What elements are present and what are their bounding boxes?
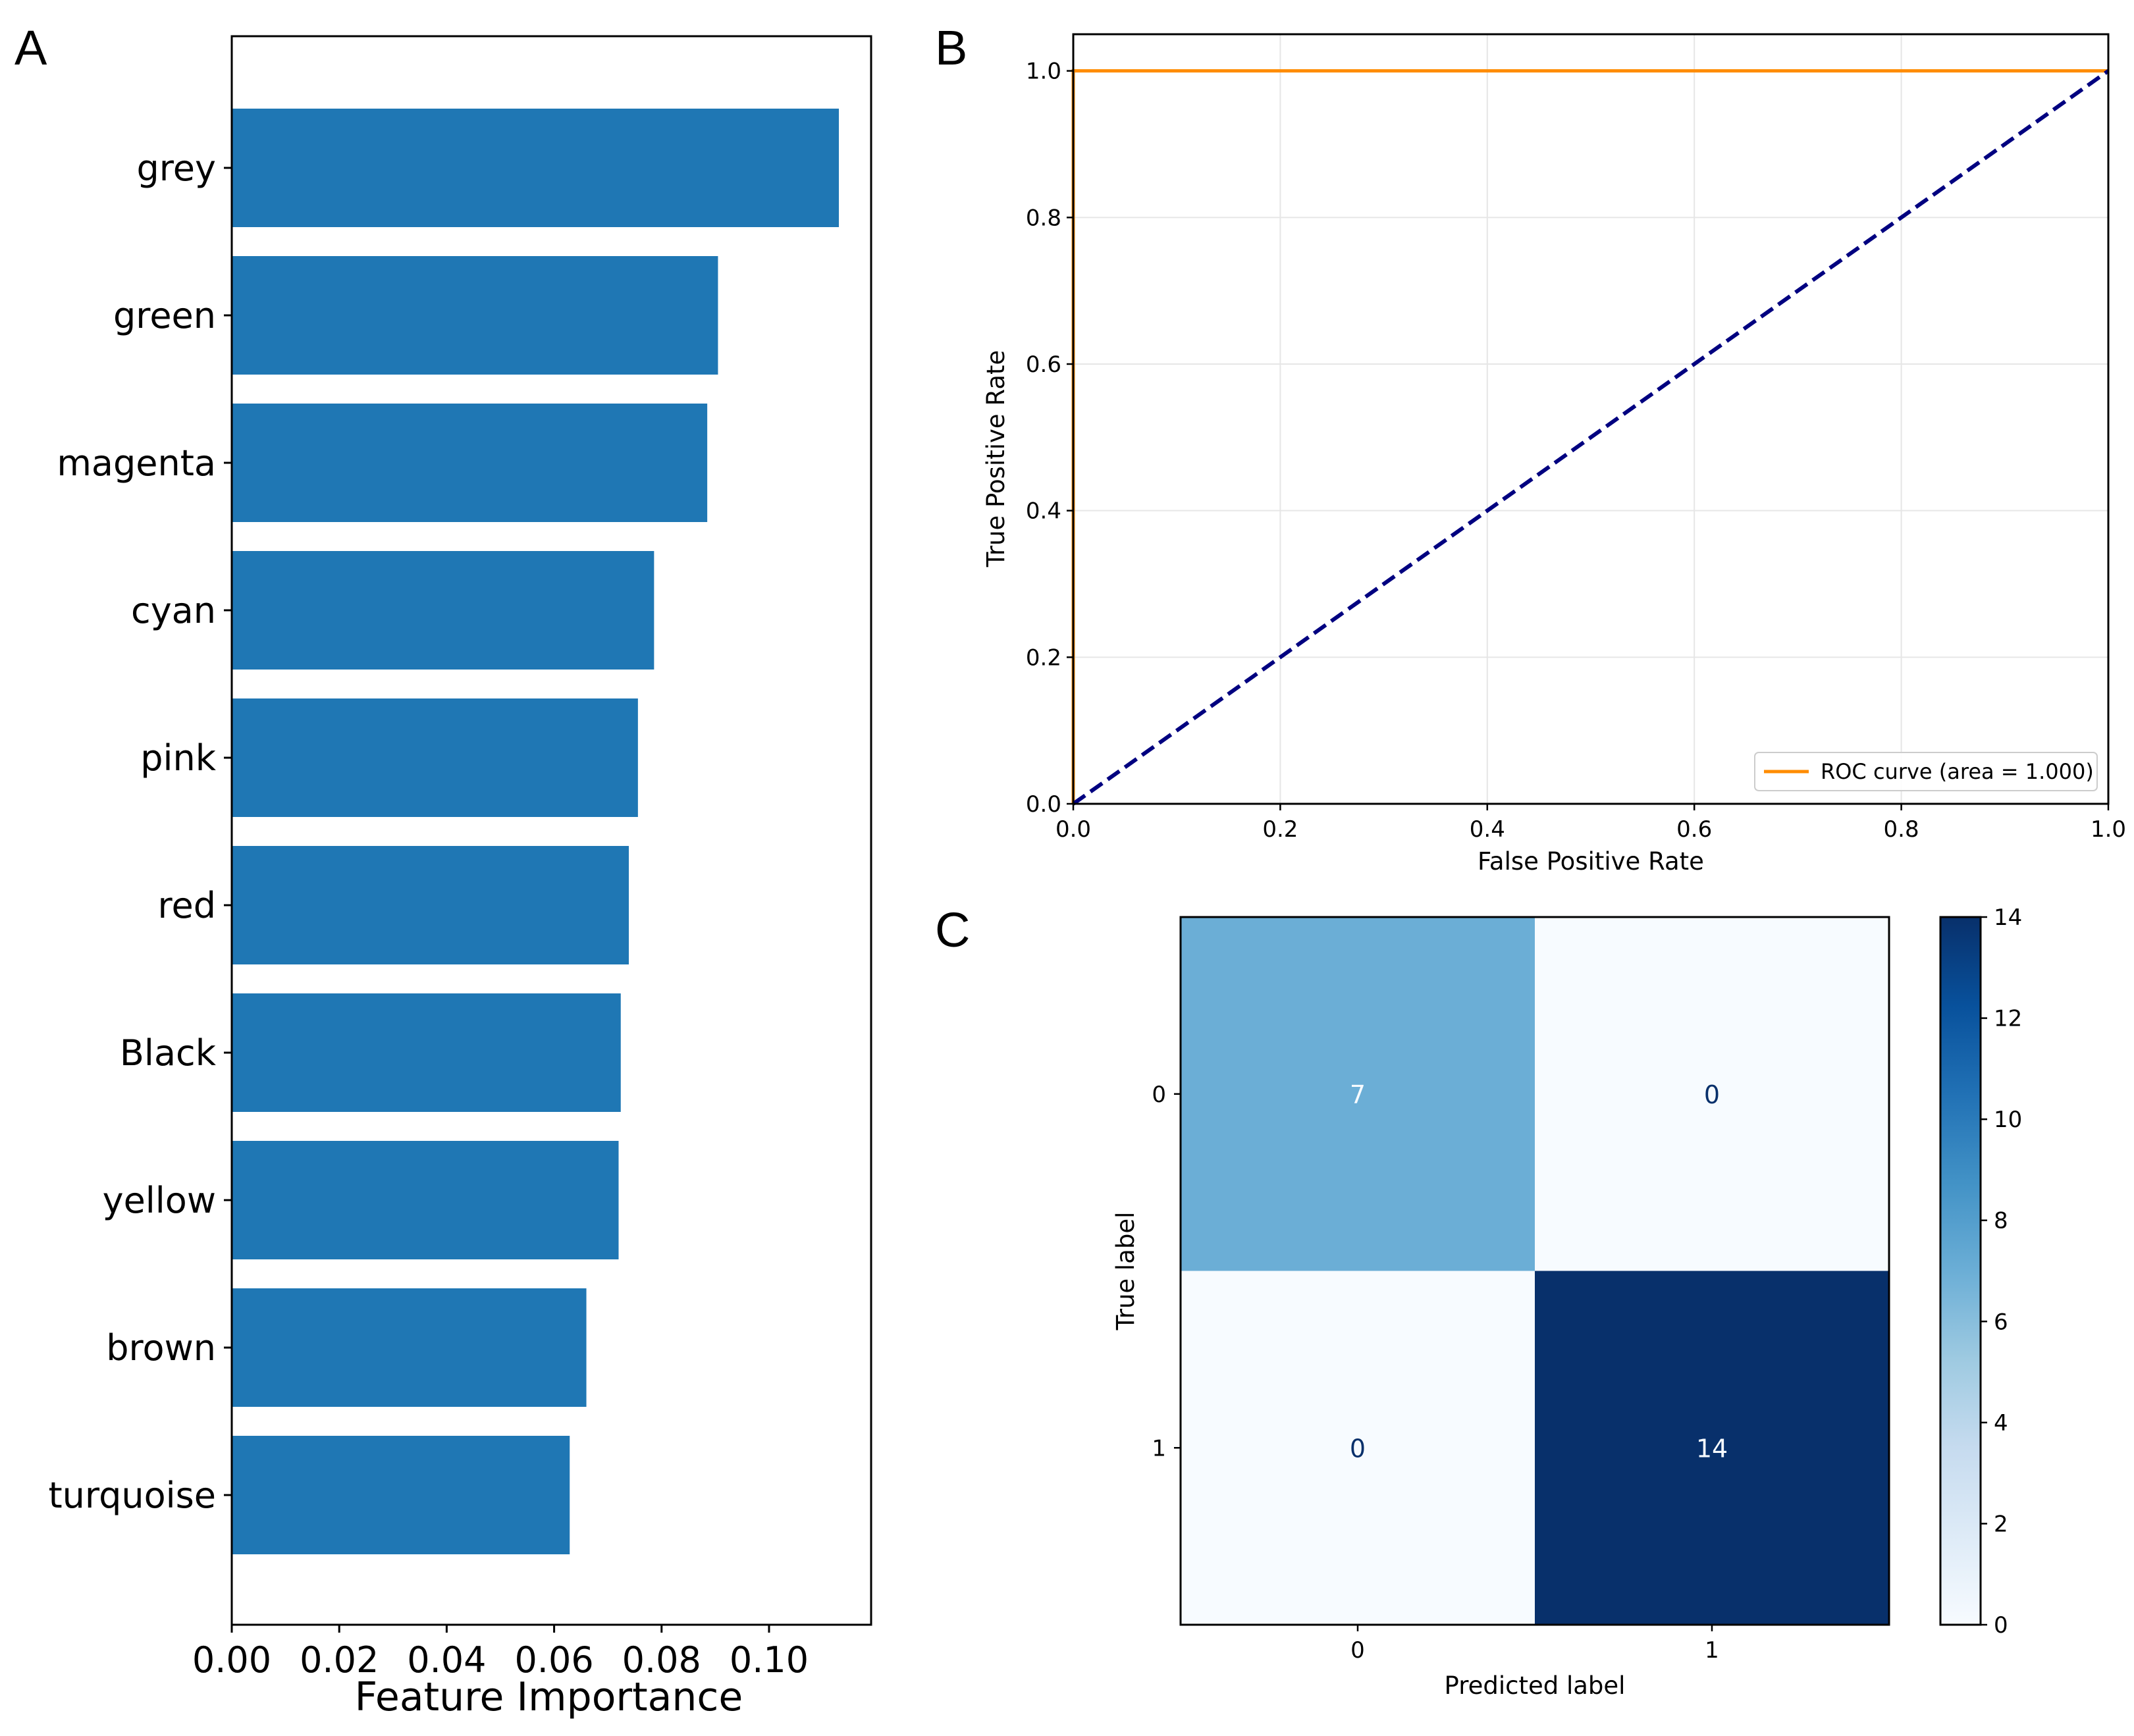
y-tick-label: 0.2 bbox=[1026, 644, 1061, 671]
x-tick-label: 0.2 bbox=[1262, 816, 1298, 843]
x-tick-label: 0.10 bbox=[730, 1639, 809, 1681]
x-tick-label: 0.00 bbox=[192, 1639, 271, 1681]
colorbar-tick-label: 4 bbox=[1994, 1410, 2008, 1436]
panel-label-c: C bbox=[935, 903, 970, 957]
x-tick-label: 0 bbox=[1350, 1637, 1365, 1664]
panel-label-b: B bbox=[935, 20, 967, 75]
y-tick-label: 0.4 bbox=[1026, 498, 1061, 525]
x-tick-label: 0.04 bbox=[407, 1639, 486, 1681]
x-tick-label: 0.4 bbox=[1470, 816, 1505, 843]
y-tick-label: magenta bbox=[57, 442, 216, 484]
colorbar-tick-label: 0 bbox=[1994, 1612, 2008, 1639]
bar bbox=[232, 109, 840, 227]
plot-frame bbox=[230, 35, 872, 1626]
y-tick-label: 1 bbox=[1152, 1435, 1166, 1461]
y-tick-label: 0 bbox=[1152, 1082, 1166, 1108]
x-tick-label: 1 bbox=[1705, 1637, 1719, 1664]
bar bbox=[232, 551, 654, 670]
legend-box bbox=[1754, 752, 2098, 791]
y-tick-label: pink bbox=[140, 737, 217, 779]
x-tick-label: 1.0 bbox=[2091, 816, 2126, 843]
y-axis-label: True label bbox=[1111, 1212, 1140, 1331]
y-tick-label: 0.8 bbox=[1026, 205, 1061, 231]
bar bbox=[232, 404, 708, 522]
y-tick-label: turquoise bbox=[48, 1475, 216, 1516]
x-axis-label: False Positive Rate bbox=[1478, 847, 1704, 876]
y-tick-label: grey bbox=[137, 147, 216, 189]
y-axis-label: True Positive Rate bbox=[982, 350, 1010, 568]
y-tick-label: 1.0 bbox=[1026, 59, 1061, 85]
bar bbox=[232, 256, 718, 375]
y-tick-label: Black bbox=[120, 1032, 217, 1074]
y-tick-label: red bbox=[157, 885, 216, 926]
colorbar bbox=[1939, 916, 1982, 1626]
matrix-cell bbox=[1535, 1271, 1889, 1625]
y-tick-label: yellow bbox=[103, 1180, 216, 1221]
colorbar-tick-label: 2 bbox=[1994, 1511, 2008, 1537]
bar bbox=[232, 1288, 587, 1407]
plot-frame bbox=[1179, 916, 1890, 1626]
cell-value-label: 7 bbox=[1350, 1080, 1366, 1109]
y-tick-label: green bbox=[113, 295, 216, 336]
y-tick-label: 0.0 bbox=[1026, 791, 1061, 818]
x-tick-label: 0.8 bbox=[1884, 816, 1919, 843]
colorbar-tick-label: 10 bbox=[1994, 1107, 2022, 1133]
bar bbox=[232, 846, 629, 964]
cell-value-label: 14 bbox=[1696, 1434, 1728, 1463]
bar bbox=[232, 1436, 570, 1554]
bar bbox=[232, 993, 621, 1112]
x-tick-label: 0.02 bbox=[300, 1639, 379, 1681]
chance-diagonal-line bbox=[1072, 69, 2110, 806]
bar bbox=[232, 698, 638, 817]
panel-label-a: A bbox=[14, 20, 47, 75]
colorbar-tick-label: 14 bbox=[1994, 905, 2022, 931]
x-tick-label: 0.06 bbox=[514, 1639, 593, 1681]
cell-value-label: 0 bbox=[1704, 1080, 1720, 1109]
bar bbox=[232, 1141, 619, 1259]
colorbar-tick-label: 8 bbox=[1994, 1208, 2008, 1234]
panel-b-roc-curve: B 0.0 0.2 0.4 0.6 0.8 1.0 0.0 0.2 0.4 0.6 0.8 1.0 Fal… bbox=[935, 20, 2126, 876]
x-tick-label: 0.0 bbox=[1055, 816, 1091, 843]
x-tick-label: 0.08 bbox=[622, 1639, 701, 1681]
x-axis-label: Feature Importance bbox=[355, 1674, 743, 1720]
matrix-cell bbox=[1535, 917, 1889, 1271]
cell-value-label: 0 bbox=[1350, 1434, 1366, 1463]
colorbar-tick-label: 6 bbox=[1994, 1309, 2008, 1335]
colorbar-tick-label: 12 bbox=[1994, 1006, 2022, 1032]
x-axis-label: Predicted label bbox=[1445, 1671, 1626, 1700]
x-tick-label: 0.6 bbox=[1676, 816, 1712, 843]
legend-entry: ROC curve (area = 1.000) bbox=[1821, 759, 2094, 784]
matrix-cell bbox=[1181, 1271, 1535, 1625]
y-tick-label: cyan bbox=[131, 590, 216, 631]
plot-frame bbox=[1072, 33, 2110, 805]
y-tick-label: brown bbox=[106, 1327, 216, 1369]
y-tick-label: 0.6 bbox=[1026, 352, 1061, 378]
matrix-cell bbox=[1181, 917, 1535, 1271]
